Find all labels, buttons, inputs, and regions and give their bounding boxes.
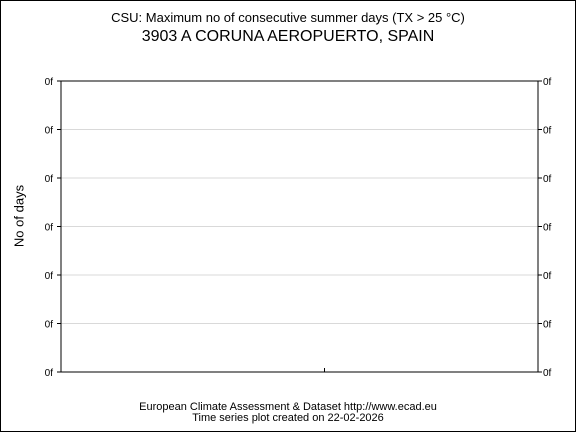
- y-tick-label-right: 0f: [543, 126, 552, 137]
- y-tick-label-right: 0f: [543, 174, 552, 185]
- y-tick-label-left: 0f: [45, 174, 54, 185]
- y-tick-label-right: 0f: [543, 368, 552, 379]
- y-tick-label-left: 0f: [45, 320, 54, 331]
- y-tick-label-left: 0f: [45, 271, 54, 282]
- chart-title: CSU: Maximum no of consecutive summer da…: [111, 10, 465, 25]
- y-tick-label-left: 0f: [45, 223, 54, 234]
- chart-subtitle: 3903 A CORUNA AEROPUERTO, SPAIN: [141, 28, 435, 45]
- y-tick-label-left: 0f: [45, 126, 54, 137]
- y-tick-label-right: 0f: [543, 223, 552, 234]
- y-tick-label-right: 0f: [543, 77, 552, 88]
- y-tick-label-right: 0f: [543, 320, 552, 331]
- y-tick-label-right: 0f: [543, 271, 552, 282]
- y-tick-label-left: 0f: [45, 368, 54, 379]
- y-tick-label-left: 0f: [45, 77, 54, 88]
- footer-credit: European Climate Assessment & Dataset ht…: [139, 401, 437, 413]
- footer-created-date: Time series plot created on 22-02-2026: [192, 412, 384, 424]
